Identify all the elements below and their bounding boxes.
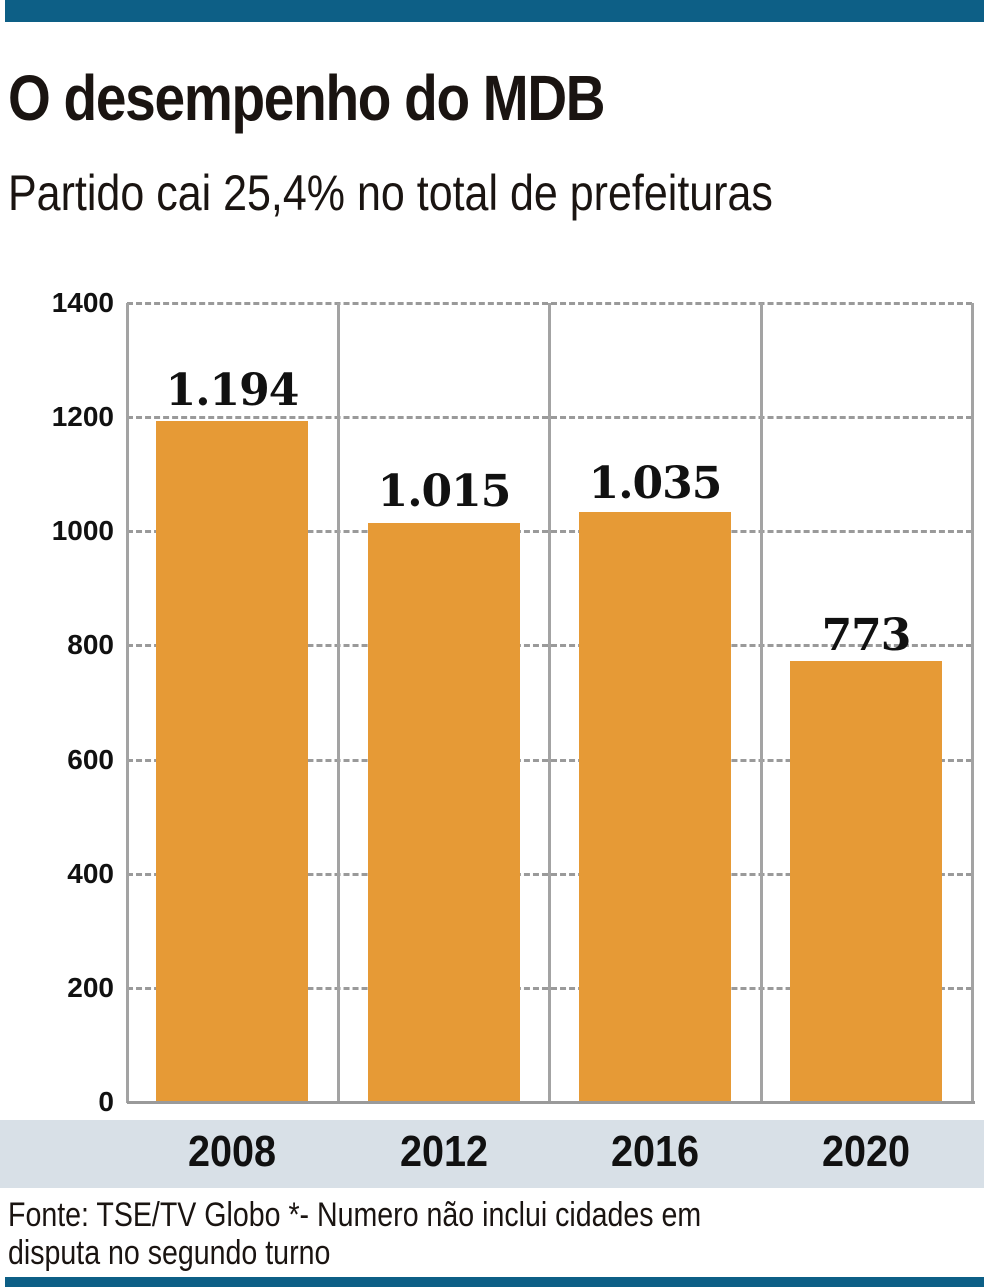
y-axis-line <box>126 303 129 1103</box>
bar-2012 <box>368 523 520 1103</box>
bar-2020 <box>790 661 942 1103</box>
y-tick-label: 600 <box>67 744 114 775</box>
y-tick-label: 1400 <box>51 287 114 318</box>
y-tick-label: 0 <box>98 1086 114 1117</box>
column-divider <box>760 303 763 1103</box>
x-tick-label: 2020 <box>821 1127 911 1176</box>
bar-2016 <box>579 512 731 1103</box>
plot-area: 1400 1200 1000 800 600 400 200 0 1.194 1… <box>51 287 975 1117</box>
x-tick-label: 2016 <box>610 1127 700 1176</box>
source-line-1: Fonte: TSE/TV Globo *- Numero não inclui… <box>8 1196 702 1234</box>
x-tick-label: 2008 <box>187 1127 277 1176</box>
right-border-line <box>971 303 974 1103</box>
source-note: Fonte: TSE/TV Globo *- Numero não inclui… <box>8 1196 848 1272</box>
bar-value-label: 1.035 <box>588 458 723 509</box>
bar-value-label: 773 <box>821 610 912 661</box>
y-tick-label: 1000 <box>51 515 114 546</box>
y-tick-label: 200 <box>67 972 114 1003</box>
bar-value-label: 1.194 <box>165 365 300 416</box>
bottom-color-band <box>5 1277 984 1287</box>
x-axis-baseline <box>127 1101 975 1104</box>
chart-subtitle: Partido cai 25,4% no total de prefeitura… <box>8 165 773 221</box>
x-axis-band <box>0 1120 984 1188</box>
bar-value-label: 1.015 <box>377 466 512 517</box>
top-color-band <box>5 0 984 22</box>
y-tick-label: 800 <box>67 629 114 660</box>
chart-title: O desempenho do MDB <box>8 62 606 134</box>
source-line-2: disputa no segundo turno <box>8 1234 331 1272</box>
bar-2008 <box>156 421 308 1103</box>
y-tick-label: 400 <box>67 858 114 889</box>
y-tick-label: 1200 <box>51 401 114 432</box>
x-tick-label: 2012 <box>399 1127 489 1176</box>
column-divider <box>548 303 551 1103</box>
column-divider <box>337 303 340 1103</box>
